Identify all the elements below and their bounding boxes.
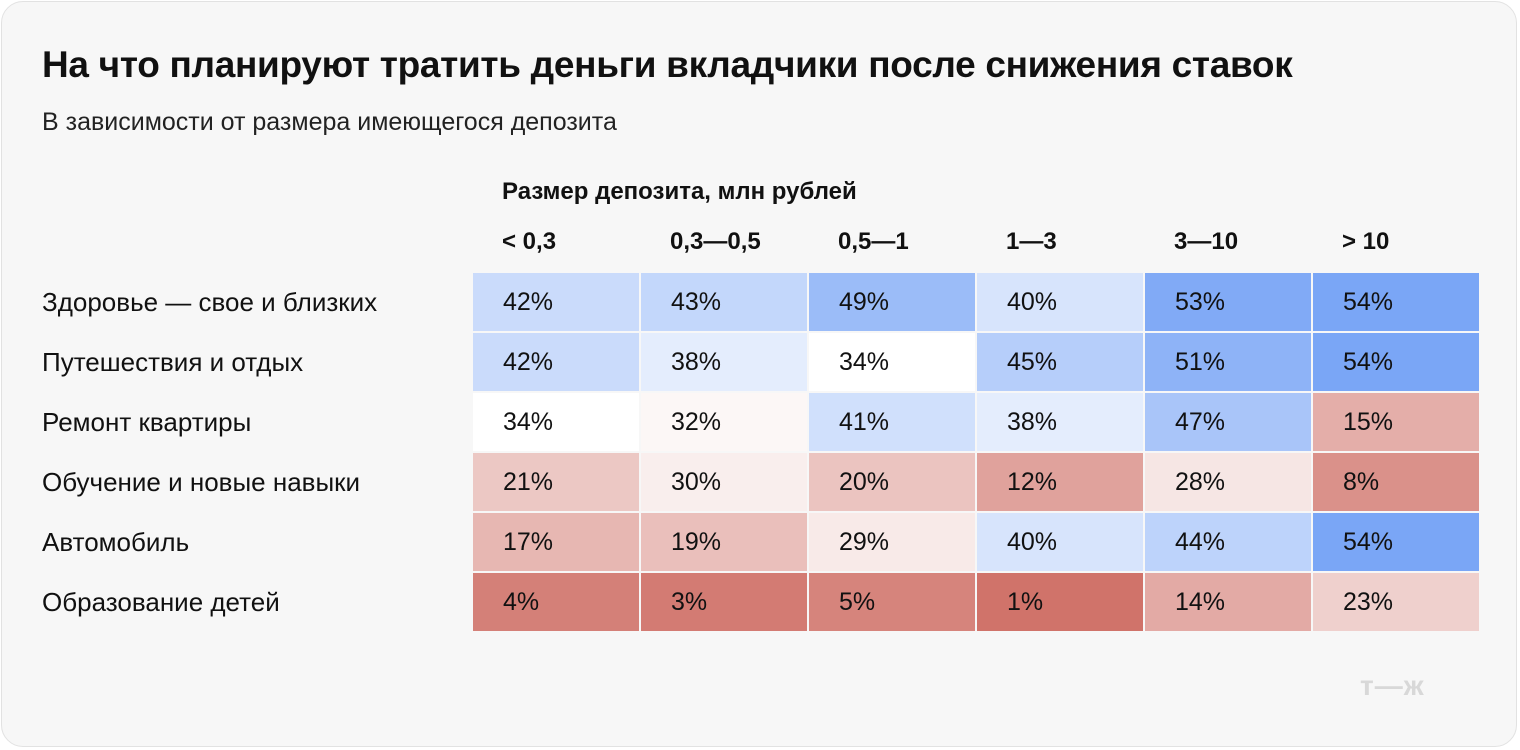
heatmap-cell: 23% — [1313, 573, 1479, 631]
heatmap-cell: 51% — [1145, 333, 1311, 391]
heatmap-cell: 53% — [1145, 273, 1311, 331]
heatmap-cell: 41% — [809, 393, 975, 451]
heatmap-cell: 54% — [1313, 333, 1479, 391]
row-label: Образование детей — [42, 587, 280, 617]
heatmap-cell: 42% — [473, 333, 639, 391]
column-header: 1—3 — [1006, 228, 1057, 255]
heatmap-cell: 40% — [977, 273, 1143, 331]
heatmap-cell: 12% — [977, 453, 1143, 511]
heatmap-cell: 29% — [809, 513, 975, 571]
heatmap-cell: 14% — [1145, 573, 1311, 631]
heatmap-cell: 21% — [473, 453, 639, 511]
heatmap-cell: 34% — [473, 393, 639, 451]
heatmap-cell: 49% — [809, 273, 975, 331]
heatmap-cell: 28% — [1145, 453, 1311, 511]
heatmap-cell: 3% — [641, 573, 807, 631]
heatmap-cell: 15% — [1313, 393, 1479, 451]
heatmap-cell: 38% — [977, 393, 1143, 451]
heatmap-cell: 44% — [1145, 513, 1311, 571]
heatmap-cell: 43% — [641, 273, 807, 331]
heatmap-cell: 38% — [641, 333, 807, 391]
heatmap-cell: 5% — [809, 573, 975, 631]
heatmap-cell: 30% — [641, 453, 807, 511]
tzh-logo: т—ж — [1360, 670, 1425, 701]
heatmap-cell: 47% — [1145, 393, 1311, 451]
heatmap-cell: 45% — [977, 333, 1143, 391]
row-label: Обучение и новые навыки — [42, 467, 361, 497]
heatmap-cell: 19% — [641, 513, 807, 571]
heatmap-cell: 17% — [473, 513, 639, 571]
column-header: 3—10 — [1174, 228, 1239, 255]
chart-subtitle: В зависимости от размера имеющегося депо… — [42, 108, 617, 136]
column-header: < 0,3 — [502, 228, 557, 255]
column-header: 0,5—1 — [838, 228, 909, 255]
heatmap-cell: 20% — [809, 453, 975, 511]
heatmap-cell: 34% — [809, 333, 975, 391]
chart-title: На что планируют тратить деньги вкладчик… — [42, 44, 1293, 85]
heatmap-cell: 1% — [977, 573, 1143, 631]
column-header: > 10 — [1342, 228, 1390, 255]
column-group-label: Размер депозита, млн рублей — [502, 178, 857, 205]
heatmap-cell: 54% — [1313, 273, 1479, 331]
heatmap-cell: 8% — [1313, 453, 1479, 511]
row-label: Здоровье — свое и близких — [42, 287, 378, 317]
heatmap-cell: 40% — [977, 513, 1143, 571]
row-label: Путешествия и отдых — [42, 347, 304, 377]
heatmap-cell: 32% — [641, 393, 807, 451]
row-label: Автомобиль — [42, 527, 190, 557]
heatmap-cell: 54% — [1313, 513, 1479, 571]
row-label: Ремонт квартиры — [42, 407, 252, 437]
heatmap-cell: 4% — [473, 573, 639, 631]
heatmap-cell: 42% — [473, 273, 639, 331]
column-header: 0,3—0,5 — [670, 228, 761, 255]
